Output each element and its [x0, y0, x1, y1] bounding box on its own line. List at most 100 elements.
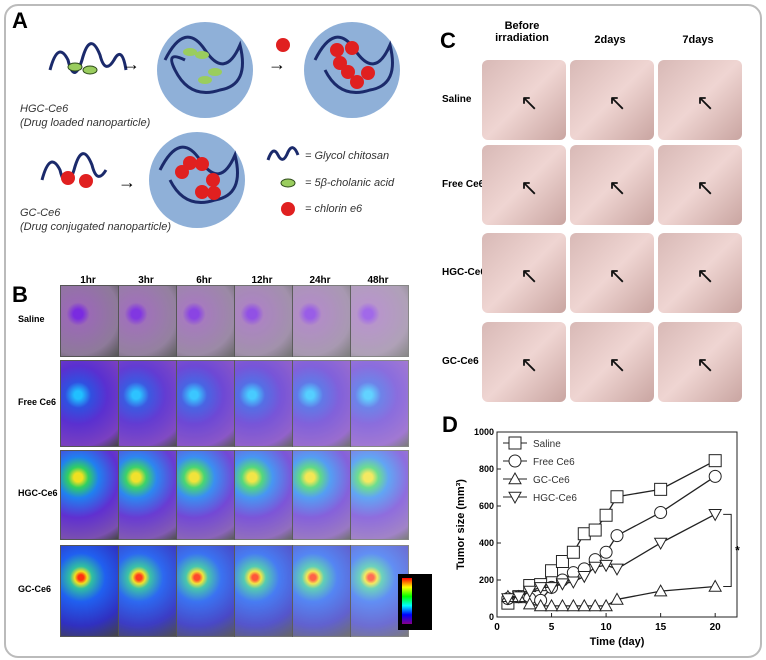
data-point: [588, 523, 602, 537]
colorbar: [398, 574, 432, 630]
data-point: [544, 598, 559, 612]
data-point: [555, 578, 570, 591]
data-point: [577, 598, 592, 612]
data-point: [511, 591, 526, 604]
mouse-photo: [570, 60, 654, 140]
fluorescence-image: [60, 545, 119, 637]
figure-frame: [4, 4, 762, 658]
arrow-icon: ↖: [520, 263, 539, 288]
legend-marker: [508, 436, 522, 450]
y-tick-label: 0: [489, 612, 494, 622]
arrow-icon: ↖: [520, 352, 539, 377]
fluorescence-image: [234, 360, 293, 447]
nanoparticle-schematic: → → →: [40, 22, 400, 228]
legend-marker: [508, 491, 522, 505]
row-label: Saline: [18, 314, 45, 324]
data-point: [533, 598, 548, 612]
x-axis-label: Time (day): [590, 636, 645, 648]
time-header: 48hr: [367, 275, 389, 286]
fluorescence-image: [60, 360, 119, 447]
x-tick-label: 20: [710, 622, 722, 633]
fluorescence-image: [60, 450, 119, 540]
arrow-icon: ↖: [696, 263, 715, 288]
hgc-ce6-desc: (Drug loaded nanoparticle): [20, 117, 151, 129]
column-header: Before irradiation: [495, 20, 549, 44]
fluorescence-image: [176, 360, 235, 447]
mouse-photo: [658, 60, 742, 140]
mouse-photo: [570, 145, 654, 225]
row-label: HGC-Ce6: [442, 267, 486, 278]
svg-text:→: →: [122, 54, 140, 74]
arrow-icon: ↖: [608, 175, 627, 200]
data-point: [501, 593, 515, 606]
data-point: [555, 598, 570, 612]
gc-ce6-label: GC-Ce6: [20, 207, 61, 219]
data-point: [522, 597, 537, 610]
legend-label: GC-Ce6: [533, 475, 570, 486]
data-point: [610, 529, 624, 543]
mouse-photo: [658, 233, 742, 313]
fluorescence-image: [292, 545, 351, 637]
data-point: [599, 559, 613, 573]
time-header: 1hr: [80, 275, 96, 286]
fluorescence-image: [350, 360, 409, 447]
legend-label: HGC-Ce6: [533, 493, 577, 504]
data-point: [610, 563, 624, 576]
arrow-icon: ↖: [608, 352, 627, 377]
data-point: [599, 598, 613, 612]
y-tick-label: 1000: [474, 427, 494, 437]
data-point: [610, 490, 624, 504]
data-point: [708, 579, 723, 592]
legend-label: Free Ce6: [533, 457, 575, 468]
arrow-icon: ↖: [608, 263, 627, 288]
y-axis-label: Tumor size (mm³): [455, 479, 467, 570]
row-label: GC-Ce6: [442, 356, 479, 367]
fluorescence-image: [176, 450, 235, 540]
y-tick-label: 400: [479, 538, 494, 548]
panel-b-label: B: [12, 282, 28, 307]
data-point: [599, 508, 613, 522]
column-header: 7days: [682, 34, 714, 46]
panel-d-label: D: [442, 412, 458, 437]
fluorescence-image: [60, 285, 119, 357]
fluorescence-image: [234, 285, 293, 357]
data-point: [588, 561, 603, 575]
column-header: 2days: [594, 34, 626, 46]
x-tick-label: 15: [655, 622, 667, 633]
data-point: [577, 527, 591, 541]
data-point: [522, 585, 537, 599]
fluorescence-image: [234, 545, 293, 637]
data-point: [654, 505, 668, 519]
fluorescence-image: [292, 360, 351, 447]
y-tick-label: 800: [479, 464, 494, 474]
mouse-photo: [570, 322, 654, 402]
gc-ce6-desc: (Drug conjugated nanoparticle): [20, 221, 172, 233]
arrow-icon: ↖: [696, 352, 715, 377]
plot-frame: [496, 431, 738, 618]
data-point: [610, 592, 624, 605]
data-point: [566, 598, 581, 612]
data-point: [708, 509, 723, 522]
fluorescence-image: [350, 285, 409, 357]
arrow-icon: ↖: [608, 90, 627, 115]
data-point: [654, 482, 668, 496]
legend-chlorin-e6: = chlorin e6: [305, 203, 363, 215]
x-tick-label: 0: [494, 622, 500, 633]
arrow-icon: ↖: [696, 90, 715, 115]
legend-cholanic-acid: = 5β-cholanic acid: [305, 177, 395, 189]
significance-bracket: [723, 513, 732, 587]
arrow-icon: ↖: [520, 175, 539, 200]
data-point: [566, 576, 581, 589]
time-header: 24hr: [309, 275, 331, 286]
legend-label: Saline: [533, 439, 561, 450]
mouse-photo: [570, 233, 654, 313]
x-tick-label: 10: [601, 622, 613, 633]
data-point: [555, 555, 569, 568]
mouse-photo: [482, 233, 566, 313]
panel-c-label: C: [440, 28, 456, 53]
data-point: [533, 582, 548, 595]
y-tick-label: 200: [479, 575, 494, 585]
legend-marker: [508, 471, 522, 485]
data-point: [708, 469, 722, 483]
mouse-photo: [658, 322, 742, 402]
